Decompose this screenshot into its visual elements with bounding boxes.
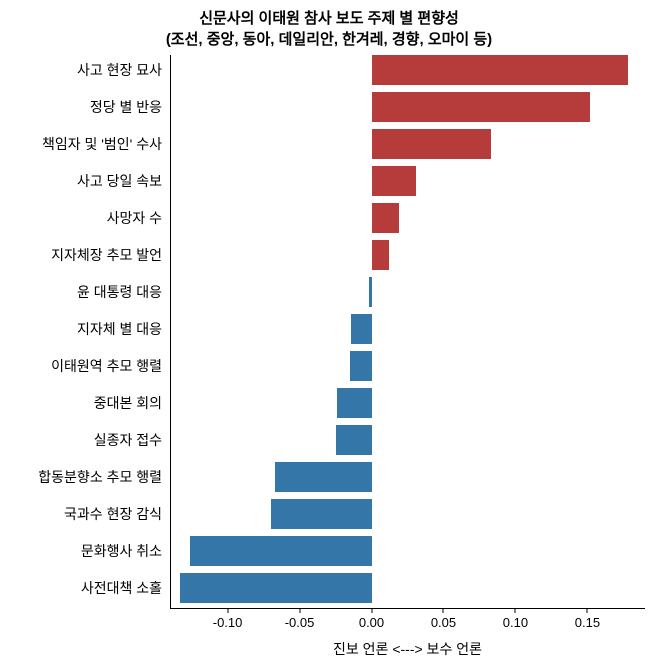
x-tick-mark: [371, 608, 372, 613]
x-axis: -0.10 -0.05 0.00 0.05 0.10 0.15: [170, 608, 645, 628]
plot-area: [170, 55, 645, 615]
x-tick-label: 0.15: [575, 615, 600, 630]
y-category-label: 책임자 및 '범인' 수사: [2, 134, 162, 154]
title-line2: (조선, 중앙, 동아, 데일리안, 한겨레, 경향, 오마이 등): [0, 29, 658, 50]
bar: [190, 536, 371, 566]
x-tick-mark: [515, 608, 516, 613]
chart-container: 신문사의 이태원 참사 보도 주제 별 편향성 (조선, 중앙, 동아, 데일리…: [0, 0, 658, 671]
x-tick-label: 0.00: [359, 615, 384, 630]
bar: [336, 425, 372, 455]
y-category-label: 실종자 접수: [2, 430, 162, 450]
x-tick-mark: [227, 608, 228, 613]
bar: [350, 351, 372, 381]
y-category-label: 지자체장 추모 발언: [2, 245, 162, 265]
y-category-label: 사고 당일 속보: [2, 171, 162, 191]
bar: [369, 277, 372, 307]
bar: [372, 55, 628, 85]
x-tick-mark: [443, 608, 444, 613]
y-category-label: 국과수 현장 감식: [2, 504, 162, 524]
y-category-label: 사전대책 소홀: [2, 578, 162, 598]
bar: [372, 129, 491, 159]
bar: [351, 314, 371, 344]
bar: [275, 462, 371, 492]
x-axis-label: 진보 언론 <---> 보수 언론: [170, 639, 645, 659]
y-category-label: 사고 현장 묘사: [2, 60, 162, 80]
bar: [271, 499, 372, 529]
x-tick-label: 0.10: [503, 615, 528, 630]
y-category-label: 중대본 회의: [2, 393, 162, 413]
y-category-label: 합동분향소 추모 행렬: [2, 467, 162, 487]
y-category-label: 문화행사 취소: [2, 541, 162, 561]
bar: [337, 388, 372, 418]
x-tick-mark: [587, 608, 588, 613]
y-category-label: 지자체 별 대응: [2, 319, 162, 339]
bar: [180, 573, 371, 603]
x-tick-mark: [299, 608, 300, 613]
bar: [372, 92, 591, 122]
x-tick-label: 0.05: [431, 615, 456, 630]
x-tick-label: -0.05: [285, 615, 315, 630]
x-tick-label: -0.10: [213, 615, 243, 630]
y-category-label: 사망자 수: [2, 208, 162, 228]
bar: [372, 166, 417, 196]
bar: [372, 240, 389, 270]
spine-left: [170, 55, 171, 608]
y-category-label: 정당 별 반응: [2, 97, 162, 117]
title-line1: 신문사의 이태원 참사 보도 주제 별 편향성: [0, 8, 658, 29]
bar: [372, 203, 399, 233]
y-category-label: 이태원역 추모 행렬: [2, 356, 162, 376]
chart-title: 신문사의 이태원 참사 보도 주제 별 편향성 (조선, 중앙, 동아, 데일리…: [0, 0, 658, 50]
y-category-label: 윤 대통령 대응: [2, 282, 162, 302]
